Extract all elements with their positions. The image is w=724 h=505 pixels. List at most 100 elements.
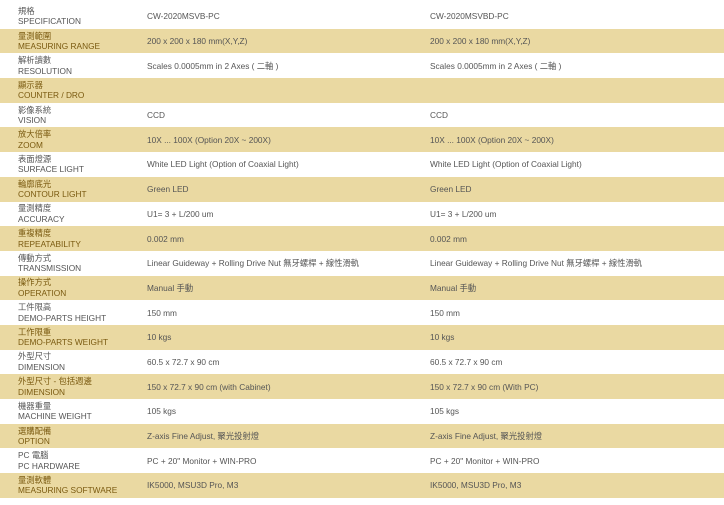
label-zh: 解析讀數 <box>18 55 52 66</box>
label-zh: 量測軟體 <box>18 474 52 485</box>
spec-label: 量測軟體 MEASURING SOFTWARE <box>0 475 135 496</box>
label-en: DEMO-PARTS HEIGHT <box>18 312 107 323</box>
model-2-value: 60.5 x 72.7 x 90 cm <box>430 356 503 367</box>
model-1-value: 10 kgs <box>147 332 172 343</box>
spec-row: 外型尺寸 DIMENSION 60.5 x 72.7 x 90 cm 60.5 x 7… <box>0 350 724 375</box>
label-en: REPEATABILITY <box>18 238 81 249</box>
label-zh: 量測範圍 <box>18 30 52 41</box>
label-en: MEASURING RANGE <box>18 41 101 52</box>
model-1-value: CCD <box>147 110 165 121</box>
spec-row: 選購配備 OPTION Z-axis Fine Adjust, 聚光投射燈 Z-axi… <box>0 423 724 449</box>
model-2-value: PC + 20" Monitor + WIN-PRO <box>430 455 540 466</box>
label-zh: PC 電腦 <box>18 450 49 461</box>
label-en: RESOLUTION <box>18 65 72 76</box>
model-1-value: 200 x 200 x 180 mm(X,Y,Z) <box>147 36 248 47</box>
label-zh: 工作限重 <box>18 326 52 337</box>
model-2-value: 10X ... 100X (Option 20X ~ 200X) <box>430 134 554 145</box>
label-zh: 操作方式 <box>18 277 52 288</box>
model-2-value: Green LED <box>430 184 472 195</box>
label-en: OPERATION <box>18 287 67 298</box>
model-2-value: 150 x 72.7 x 90 cm (With PC) <box>430 381 539 392</box>
spec-row: 量測軟體 MEASURING SOFTWARE IK5000, MSU3D Pro,… <box>0 473 724 498</box>
model-1-value: Linear Guideway + Rolling Drive Nut 無牙螺桿… <box>147 258 360 269</box>
spec-label: 重複精度 REPEATABILITY <box>0 228 135 249</box>
model-1-value: 105 kgs <box>147 406 177 417</box>
label-zh: 放大倍率 <box>18 129 52 140</box>
model-1-value: Manual 手動 <box>147 282 194 293</box>
label-en: DEMO-PARTS WEIGHT <box>18 337 109 348</box>
model-1-value: Z-axis Fine Adjust, 聚光投射燈 <box>147 431 260 442</box>
spec-row: 外型尺寸 - 包括週邊 DIMENSION 150 x 72.7 x 90 cm (… <box>0 374 724 399</box>
spec-row: PC 電腦 PC HARDWARE PC + 20" Monitor + WIN-P… <box>0 448 724 473</box>
model-1-value: CW-2020MSVB-PC <box>147 11 220 22</box>
spec-label: 工作限重 DEMO-PARTS WEIGHT <box>0 327 135 348</box>
spec-label: 外型尺寸 DIMENSION <box>0 351 135 372</box>
label-en: COUNTER / DRO <box>18 90 85 101</box>
label-en: DIMENSION <box>18 386 66 397</box>
label-zh: 工件限高 <box>18 302 52 313</box>
spec-label: 表面燈源 SURFACE LIGHT <box>0 154 135 175</box>
label-en: PC HARDWARE <box>18 460 80 471</box>
label-en: ZOOM <box>18 139 43 150</box>
spec-label: PC 電腦 PC HARDWARE <box>0 450 135 471</box>
model-2-value: IK5000, MSU3D Pro, M3 <box>430 480 522 491</box>
label-en: MACHINE WEIGHT <box>18 411 92 422</box>
label-zh: 表面燈源 <box>18 153 52 164</box>
spec-row: 放大倍率 ZOOM 10X ... 100X (Option 20X ~ 200X)… <box>0 127 724 153</box>
model-1-value: U1= 3 + L/200 um <box>147 208 214 219</box>
spec-table: 規格 SPECIFICATION CW-2020MSVB-PC CW-2020MSVB… <box>0 4 724 498</box>
spec-label: 外型尺寸 - 包括週邊 DIMENSION <box>0 376 135 397</box>
label-zh: 機器重量 <box>18 400 52 411</box>
label-en: DIMENSION <box>18 361 66 372</box>
spec-row: 表面燈源 SURFACE LIGHT White LED Light (Option… <box>0 152 724 177</box>
spec-row: 傳動方式 TRANSMISSION Linear Guideway + Rollin… <box>0 251 724 276</box>
label-en: SPECIFICATION <box>18 16 82 27</box>
spec-row: 機器重量 MACHINE WEIGHT 105 kgs 105 kgs <box>0 399 724 424</box>
label-zh: 外型尺寸 <box>18 351 52 362</box>
model-2-value: Scales 0.0005mm in 2 Axes ( 二軸 ) <box>430 60 562 71</box>
label-zh: 外型尺寸 - 包括週邊 <box>18 376 92 387</box>
model-1-value: 0.002 mm <box>147 233 184 244</box>
spec-label: 影像系統 VISION <box>0 105 135 126</box>
model-2-value: CW-2020MSVBD-PC <box>430 11 509 22</box>
model-2-value: Manual 手動 <box>430 282 477 293</box>
spec-row: 輪廓底光 CONTOUR LIGHT Green LED Green LED <box>0 176 724 202</box>
label-en: OPTION <box>18 436 50 447</box>
label-zh: 規格 <box>18 5 35 16</box>
spec-row: 規格 SPECIFICATION CW-2020MSVB-PC CW-2020MSVB… <box>0 4 724 29</box>
spec-row: 操作方式 OPERATION Manual 手動 Manual 手動 <box>0 275 724 301</box>
model-1-value: 60.5 x 72.7 x 90 cm <box>147 356 220 367</box>
label-en: MEASURING SOFTWARE <box>18 485 118 496</box>
label-zh: 影像系統 <box>18 104 52 115</box>
spec-label: 量測範圍 MEASURING RANGE <box>0 31 135 52</box>
spec-label: 解析讀數 RESOLUTION <box>0 55 135 76</box>
model-1-value: 150 x 72.7 x 90 cm (with Cabinet) <box>147 381 271 392</box>
label-en: CONTOUR LIGHT <box>18 189 87 200</box>
model-2-value: 0.002 mm <box>430 233 467 244</box>
model-2-value: 150 mm <box>430 307 460 318</box>
spec-row: 影像系統 VISION CCD CCD <box>0 103 724 128</box>
spec-row: 顯示器 COUNTER / DRO <box>0 78 724 103</box>
spec-row: 重複精度 REPEATABILITY 0.002 mm 0.002 mm <box>0 226 724 251</box>
spec-label: 操作方式 OPERATION <box>0 277 135 298</box>
spec-label: 工件限高 DEMO-PARTS HEIGHT <box>0 302 135 323</box>
model-1-value: IK5000, MSU3D Pro, M3 <box>147 480 239 491</box>
label-zh: 選購配備 <box>18 425 52 436</box>
model-1-value: Scales 0.0005mm in 2 Axes ( 二軸 ) <box>147 60 279 71</box>
spec-label: 傳動方式 TRANSMISSION <box>0 253 135 274</box>
spec-label: 顯示器 COUNTER / DRO <box>0 80 135 101</box>
spec-row: 工作限重 DEMO-PARTS WEIGHT 10 kgs 10 kgs <box>0 324 724 350</box>
model-2-value: CCD <box>430 110 448 121</box>
label-zh: 顯示器 <box>18 79 43 90</box>
spec-row: 工件限高 DEMO-PARTS HEIGHT 150 mm 150 mm <box>0 300 724 325</box>
label-zh: 重複精度 <box>18 228 52 239</box>
label-zh: 傳動方式 <box>18 252 52 263</box>
model-2-value: 10 kgs <box>430 332 455 343</box>
model-1-value: PC + 20" Monitor + WIN-PRO <box>147 455 257 466</box>
model-2-value: U1= 3 + L/200 um <box>430 208 497 219</box>
model-1-value: Green LED <box>147 184 189 195</box>
model-1-value: 150 mm <box>147 307 177 318</box>
spec-row: 解析讀數 RESOLUTION Scales 0.0005mm in 2 Axes … <box>0 53 724 78</box>
spec-label: 機器重量 MACHINE WEIGHT <box>0 401 135 422</box>
model-1-value: White LED Light (Option of Coaxial Light… <box>147 159 299 170</box>
